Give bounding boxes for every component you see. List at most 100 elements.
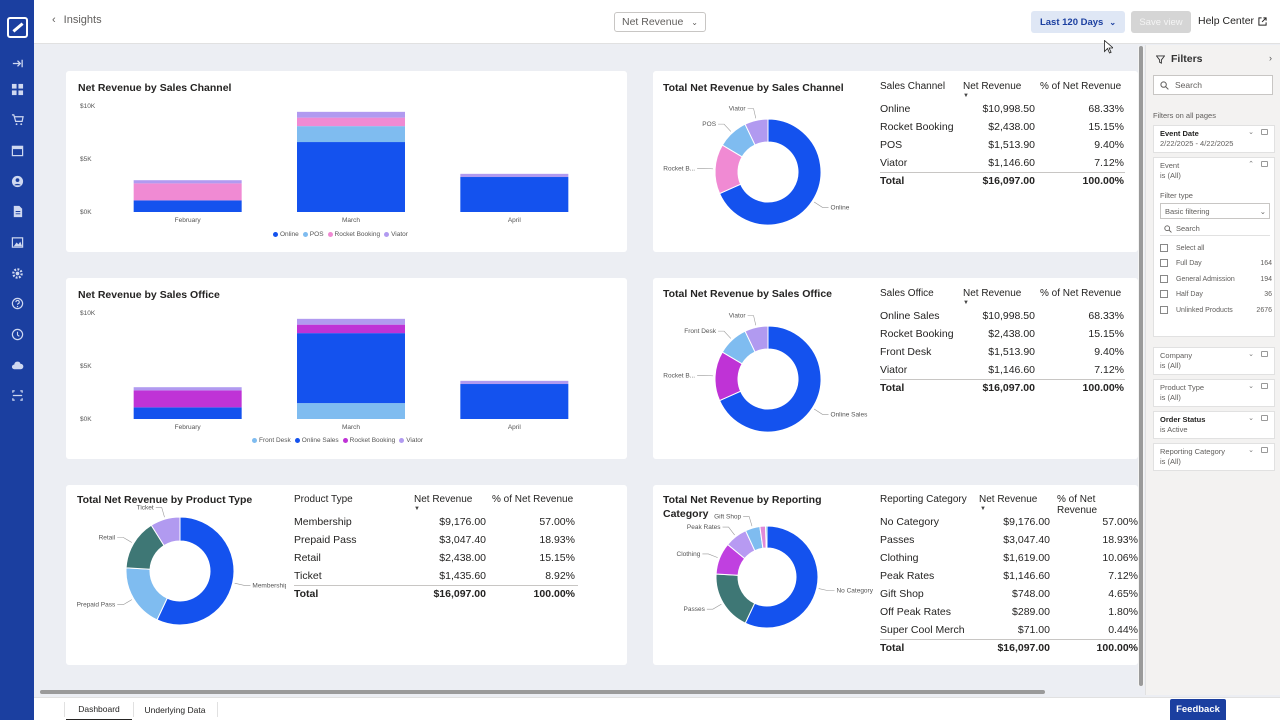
bar-segment[interactable] — [133, 180, 242, 184]
table-row[interactable]: Rocket Booking $2,438.00 15.15% — [880, 328, 1130, 346]
table-row[interactable]: Prepaid Pass $3,047.40 18.93% — [294, 534, 584, 552]
back-link[interactable]: ‹ Insights — [52, 14, 102, 26]
horizontal-scrollbar[interactable] — [40, 689, 1140, 695]
column-header[interactable]: Net Revenue — [963, 288, 1022, 299]
bar-segment[interactable] — [460, 173, 569, 178]
column-header[interactable]: Net Revenue — [979, 494, 1038, 505]
help-icon[interactable] — [0, 294, 34, 312]
cloud-icon[interactable] — [0, 356, 34, 374]
table-row[interactable]: Front Desk $1,513.90 9.40% — [880, 346, 1130, 364]
chevron-down-icon[interactable]: ⌄ — [1248, 351, 1254, 358]
chevron-down-icon[interactable]: ⌄ — [1248, 447, 1254, 454]
checkbox-option[interactable]: Full Day 164 — [1160, 257, 1272, 269]
checkbox[interactable] — [1160, 244, 1168, 252]
eraser-icon[interactable] — [1261, 351, 1268, 357]
scan-icon[interactable] — [0, 386, 34, 404]
table-row[interactable]: Online Sales $10,998.50 68.33% — [880, 310, 1130, 328]
eraser-icon[interactable] — [1261, 383, 1268, 389]
bar-segment[interactable] — [133, 387, 242, 391]
tab-dashboard[interactable]: Dashboard — [66, 698, 132, 720]
clock-icon[interactable] — [0, 325, 34, 343]
chevron-up-icon[interactable]: ⌃ — [1248, 161, 1254, 168]
table-row[interactable]: Off Peak Rates $289.00 1.80% — [880, 606, 1138, 624]
bar-segment[interactable] — [460, 177, 569, 212]
table-row[interactable]: Online $10,998.50 68.33% — [880, 103, 1130, 121]
user-icon[interactable] — [0, 172, 34, 190]
chevron-down-icon[interactable]: ⌄ — [1248, 129, 1254, 136]
date-range-button[interactable]: Last 120 Days ⌄ — [1031, 11, 1125, 33]
bar-segment[interactable] — [133, 183, 242, 201]
eraser-icon[interactable] — [1261, 161, 1268, 167]
scrollbar-thumb[interactable] — [40, 690, 1045, 694]
donut-slice[interactable] — [156, 516, 235, 626]
filter-card-event[interactable]: Event is (All) ⌃ Filter type Basic filte… — [1153, 157, 1275, 337]
filters-search-input[interactable]: Search — [1153, 75, 1273, 95]
bar-segment[interactable] — [297, 403, 405, 419]
filter-type-select[interactable]: Basic filtering ⌄ — [1160, 203, 1270, 219]
checkbox-select-all[interactable]: Select all — [1160, 242, 1272, 254]
column-header[interactable]: % of Net Revenue — [1040, 288, 1122, 299]
checkbox-option[interactable]: Half Day 36 — [1160, 288, 1272, 300]
vertical-scrollbar[interactable] — [1138, 46, 1144, 686]
checkbox[interactable] — [1160, 275, 1168, 283]
donut-slice[interactable] — [718, 325, 822, 433]
bar-segment[interactable] — [460, 384, 569, 419]
report-select[interactable]: Net Revenue ⌄ — [614, 12, 706, 32]
collapse-pane-icon[interactable]: › — [1269, 53, 1272, 63]
column-header[interactable]: % of Net Revenue — [492, 494, 574, 505]
bar-segment[interactable] — [297, 318, 405, 325]
filter-card-event-date[interactable]: Event Date 2/22/2025 - 4/22/2025 ⌄ — [1153, 125, 1275, 153]
column-header[interactable]: Sales Office — [880, 288, 934, 299]
donut-slice[interactable] — [150, 516, 181, 547]
column-header[interactable]: % of Net Revenue — [1040, 81, 1122, 92]
bar-segment[interactable] — [297, 333, 405, 404]
column-header[interactable]: Product Type — [294, 494, 353, 505]
scrollbar-thumb[interactable] — [1139, 46, 1143, 686]
table-row[interactable]: Membership $9,176.00 57.00% — [294, 516, 584, 534]
checkbox-option[interactable]: General Admission 194 — [1160, 273, 1272, 285]
checkbox-option[interactable]: Unlinked Products 2676 — [1160, 304, 1272, 316]
table-row[interactable]: No Category $9,176.00 57.00% — [880, 516, 1138, 534]
feedback-button[interactable]: Feedback — [1170, 699, 1226, 720]
table-row[interactable]: Retail $2,438.00 15.15% — [294, 552, 584, 570]
bar-segment[interactable] — [297, 117, 405, 127]
reporting-category-donut-chart[interactable]: No Category Passes Clothing Peak Rates Gift … — [653, 485, 873, 665]
eraser-icon[interactable] — [1261, 447, 1268, 453]
bar-segment[interactable] — [297, 142, 405, 212]
sales-channel-bar-chart[interactable]: $10K $5K $0K February March April — [66, 71, 627, 252]
bar-segment[interactable] — [460, 380, 569, 385]
donut-slice[interactable] — [744, 325, 769, 353]
app-logo-icon[interactable] — [7, 17, 28, 38]
settings-icon[interactable] — [0, 264, 34, 282]
bar-segment[interactable] — [133, 407, 242, 419]
column-header[interactable]: Reporting Category — [880, 494, 967, 505]
table-row[interactable]: Clothing $1,619.00 10.06% — [880, 552, 1138, 570]
donut-slice[interactable] — [125, 567, 168, 621]
bar-segment[interactable] — [133, 390, 242, 408]
checkbox[interactable] — [1160, 290, 1168, 298]
filter-card-company[interactable]: Company is (All) ⌄ — [1153, 347, 1275, 375]
column-header[interactable]: Net Revenue — [414, 494, 473, 505]
save-view-button[interactable]: Save view — [1131, 11, 1191, 33]
bar-segment[interactable] — [133, 200, 242, 212]
chevron-down-icon[interactable]: ⌄ — [1248, 383, 1254, 390]
expand-icon[interactable] — [0, 54, 34, 72]
table-row[interactable]: Rocket Booking $2,438.00 15.15% — [880, 121, 1130, 139]
bar-segment[interactable] — [297, 111, 405, 118]
table-row[interactable]: Viator $1,146.60 7.12% — [880, 364, 1130, 382]
filter-card-order-status[interactable]: Order Status is Active ⌄ — [1153, 411, 1275, 439]
donut-slice[interactable] — [715, 573, 756, 624]
help-center-link[interactable]: Help Center — [1198, 15, 1267, 27]
table-row[interactable]: Gift Shop $748.00 4.65% — [880, 588, 1138, 606]
eraser-icon[interactable] — [1261, 415, 1268, 421]
eraser-icon[interactable] — [1261, 129, 1268, 135]
column-header[interactable]: Sales Channel — [880, 81, 946, 92]
event-search-input[interactable]: Search — [1160, 222, 1270, 236]
table-row[interactable]: Super Cool Merch $71.00 0.44% — [880, 624, 1138, 642]
sales-channel-donut-chart[interactable]: Online Rocket B... POS Viator — [653, 71, 873, 252]
document-icon[interactable] — [0, 202, 34, 220]
table-row[interactable]: Viator $1,146.60 7.12% — [880, 157, 1130, 175]
cart-icon[interactable] — [0, 110, 34, 128]
donut-slice[interactable] — [744, 525, 819, 629]
donut-slice[interactable] — [765, 525, 768, 549]
